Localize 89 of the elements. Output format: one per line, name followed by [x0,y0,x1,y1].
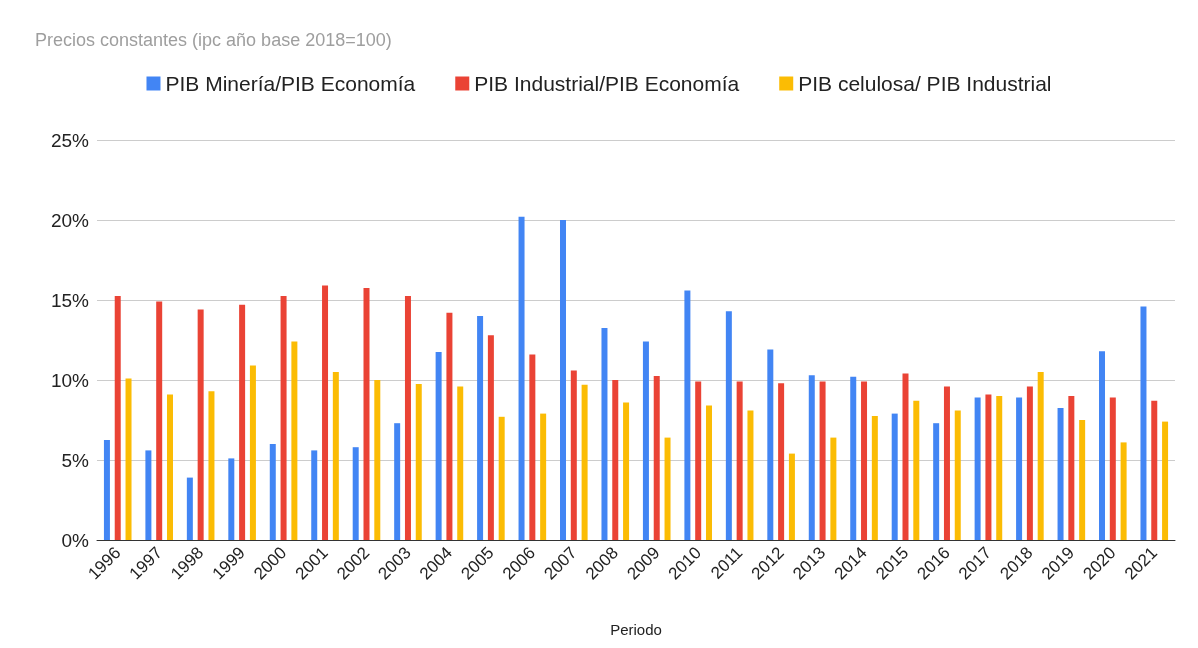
bar [581,384,588,540]
bar [404,296,411,540]
bar [1162,421,1169,540]
bar [913,400,920,540]
bar [518,216,525,540]
bar [239,304,246,540]
bar [457,386,464,540]
bar [103,440,110,540]
bar [311,450,318,540]
bar [166,394,173,540]
bar [974,397,981,540]
bar [186,477,193,540]
bar [415,384,422,540]
bar [1140,306,1147,540]
bar [208,391,215,540]
bar [1079,420,1086,540]
bar [228,458,235,540]
bar [363,288,370,540]
bar [1016,397,1023,540]
bar [954,410,961,540]
bar [477,316,484,540]
bar [498,416,505,540]
bar [830,437,837,540]
bar [280,296,287,540]
bar [601,328,608,540]
chart-title: Precios constantes (ipc año base 2018=100) [35,30,392,50]
bar [322,285,329,540]
bar [291,341,298,540]
bar [933,423,940,540]
bar [736,381,743,540]
bar [861,381,868,540]
bar [249,365,256,540]
y-tick-label: 25% [50,129,90,151]
y-tick-label: 15% [50,289,90,311]
bar [487,335,494,540]
bar [819,381,826,540]
bar [778,383,785,540]
bar [725,311,732,540]
legend-label: PIB celulosa/ PIB Industrial [798,72,1052,95]
bar [145,450,152,540]
bar [394,423,401,540]
bar [705,405,712,540]
bar [374,380,381,540]
legend-label: PIB Minería/PIB Economía [165,72,416,95]
y-tick-label: 0% [61,529,90,551]
bar [623,402,630,540]
bar [560,220,567,540]
bar [871,416,878,540]
bar [808,375,815,540]
bar [540,413,547,540]
bar [902,373,909,540]
bar [125,378,132,540]
bar [446,312,453,540]
bar [197,309,204,540]
bar [612,380,619,540]
y-tick-label: 5% [61,449,90,471]
bar [996,396,1003,540]
bar [850,376,857,540]
y-tick-label: 20% [50,209,90,231]
bar [985,394,992,540]
bar [1037,372,1044,540]
bar [747,410,754,540]
bar [570,370,577,540]
bar [114,296,121,540]
bar [767,349,774,540]
bar [1109,397,1116,540]
bar [642,341,649,540]
bar [695,381,702,540]
bar [943,386,950,540]
bar [1099,351,1106,540]
y-tick-label: 10% [50,369,90,391]
bar [529,354,536,540]
bar [664,437,671,540]
bar [684,290,691,540]
bar [1151,400,1158,540]
bar [1068,396,1075,540]
bar [332,372,339,540]
bar [156,301,163,540]
x-axis-title: Periodo [610,621,662,638]
bar [352,447,359,540]
bar [1057,408,1064,540]
bar [788,453,795,540]
bar [435,352,442,540]
bar [891,413,898,540]
bar [269,444,276,540]
bar [653,376,660,540]
bar [1026,386,1033,540]
bar [1120,442,1127,540]
legend-label: PIB Industrial/PIB Economía [474,72,740,95]
